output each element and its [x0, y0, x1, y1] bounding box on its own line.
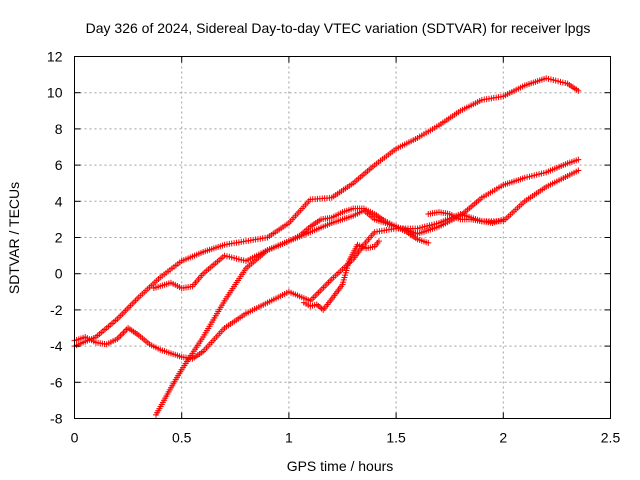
x-tick-label: 2.5 [601, 430, 621, 446]
data-point [575, 156, 582, 163]
x-axis-label: GPS time / hours [287, 458, 394, 474]
data-point [118, 331, 125, 338]
series-track-2 [71, 167, 582, 362]
y-axis-label: SDTVAR / TECUs [6, 182, 22, 294]
series-track-4 [152, 205, 432, 418]
series-track-5 [300, 238, 382, 313]
y-tick-label: 6 [55, 157, 63, 173]
x-tick-label: 0.5 [172, 430, 192, 446]
y-tick-label: 4 [55, 193, 63, 209]
data-point [115, 334, 122, 341]
y-tick-label: 2 [55, 230, 63, 246]
series-track-6 [425, 209, 507, 227]
data-points [71, 75, 582, 418]
data-point [575, 87, 582, 94]
data-point [500, 216, 507, 223]
series-track-3 [150, 156, 582, 292]
data-point [425, 239, 432, 246]
y-tick-label: -2 [50, 302, 63, 318]
y-tick-label: -4 [50, 338, 63, 354]
grid [74, 56, 611, 419]
data-point [375, 238, 382, 245]
y-tick-label: 12 [47, 49, 63, 65]
y-tick-label: 10 [47, 85, 63, 101]
y-tick-label: 8 [55, 121, 63, 137]
x-tick-label: 1.5 [386, 430, 406, 446]
data-point [117, 332, 124, 339]
axis-ticks: 0 0.5 1 1.5 2 2.5 -8 -6 -4 -2 0 2 4 6 8 10 12 [47, 49, 621, 446]
x-tick-label: 0 [71, 430, 79, 446]
x-tick-label: 1 [285, 430, 293, 446]
data-point [575, 167, 582, 174]
y-tick-label: 0 [55, 266, 63, 282]
data-point [120, 329, 127, 336]
x-tick-label: 2 [499, 430, 507, 446]
y-tick-label: -8 [50, 411, 63, 427]
y-tick-label: -6 [50, 374, 63, 390]
chart-title: Day 326 of 2024, Sidereal Day-to-day VTE… [86, 20, 591, 36]
